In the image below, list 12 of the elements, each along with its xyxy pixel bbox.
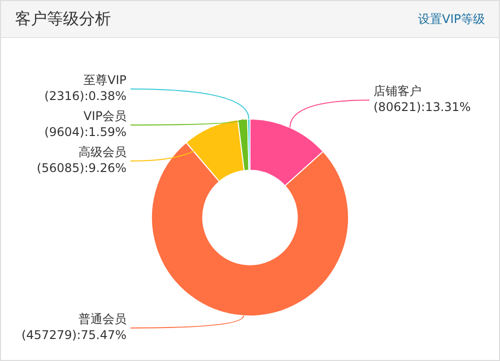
data-label: (56085):9.26% bbox=[36, 161, 126, 176]
data-label: (2316):0.38% bbox=[44, 89, 126, 104]
data-label: (80621):13.31% bbox=[374, 100, 471, 114]
slice-label: VIP会员 bbox=[84, 109, 126, 124]
data-label: (457279):75.47% bbox=[22, 328, 126, 342]
text: 设置VIP等级 bbox=[418, 10, 485, 28]
chart-title: 客户等级分析 bbox=[15, 8, 111, 30]
slice-label: 高级会员 bbox=[78, 145, 126, 160]
slice-label: 店铺客户 bbox=[374, 84, 422, 98]
slice-label: 普通会员 bbox=[78, 312, 126, 326]
data-label: (9604):1.59% bbox=[44, 125, 126, 140]
slice-label: 至尊VIP bbox=[84, 73, 126, 88]
